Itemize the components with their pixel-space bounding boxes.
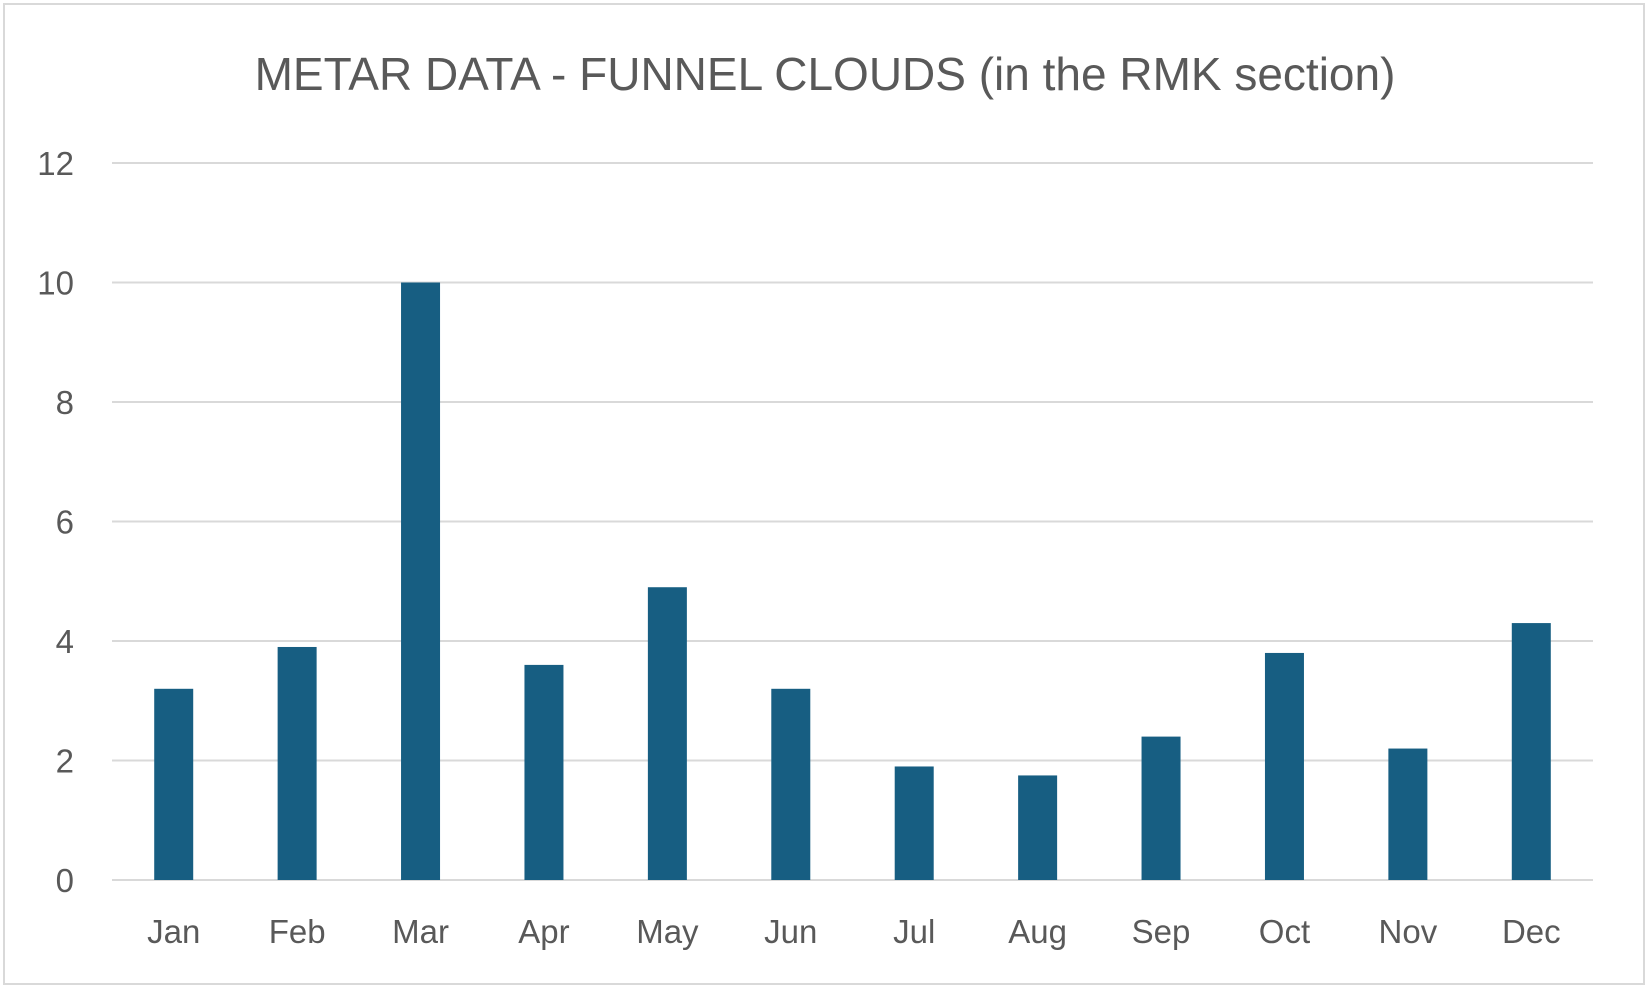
y-axis: 0 2 4 6 8 10 12 <box>37 145 74 899</box>
bars <box>154 282 1551 880</box>
bar-feb <box>277 646 317 880</box>
x-tick-label: May <box>636 913 699 950</box>
x-tick-label: Jan <box>147 913 200 950</box>
x-tick-label: Dec <box>1502 913 1561 950</box>
x-tick-label: Jul <box>893 913 935 950</box>
bar-apr <box>524 664 564 880</box>
x-tick-label: Aug <box>1008 913 1067 950</box>
bar-sep <box>1141 736 1181 880</box>
chart-title: METAR DATA - FUNNEL CLOUDS (in the RMK s… <box>255 48 1396 100</box>
y-tick-label: 8 <box>56 384 74 421</box>
x-tick-label: Sep <box>1132 913 1191 950</box>
y-tick-label: 12 <box>37 145 74 182</box>
x-tick-label: Feb <box>269 913 326 950</box>
gridlines <box>112 162 1593 881</box>
x-tick-label: Nov <box>1379 913 1438 950</box>
bar-jul <box>894 766 934 880</box>
y-tick-label: 10 <box>37 265 74 302</box>
y-tick-label: 0 <box>56 862 74 899</box>
x-tick-label: Apr <box>518 913 569 950</box>
bar-oct <box>1264 652 1304 880</box>
bar-jan <box>154 688 194 880</box>
x-tick-label: Jun <box>764 913 817 950</box>
x-axis: Jan Feb Mar Apr May Jun Jul Aug Sep Oct Nov Dec <box>147 913 1561 950</box>
bar-aug <box>1018 775 1058 880</box>
y-tick-label: 2 <box>56 743 74 780</box>
bar-may <box>647 587 687 880</box>
chart-frame <box>3 3 1645 985</box>
bar-nov <box>1388 748 1428 880</box>
bar-dec <box>1511 623 1551 880</box>
y-tick-label: 4 <box>56 623 74 660</box>
y-tick-label: 6 <box>56 504 74 541</box>
x-tick-label: Mar <box>392 913 449 950</box>
x-tick-label: Oct <box>1259 913 1310 950</box>
bar-jun <box>771 688 811 880</box>
bar-mar <box>401 282 441 880</box>
